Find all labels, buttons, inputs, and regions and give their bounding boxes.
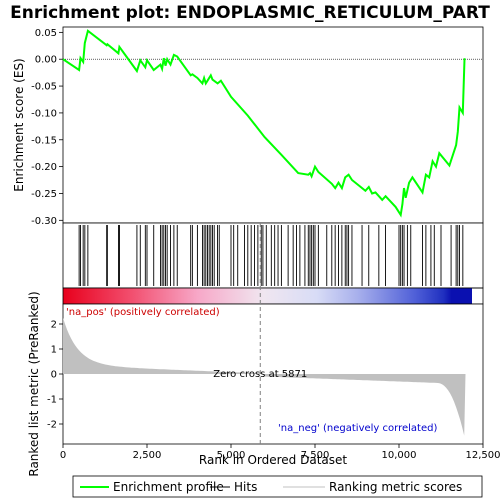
x-tick-label: 10,000	[382, 450, 417, 461]
hits-panel	[62, 222, 484, 289]
legend-label: Enrichment profile	[113, 480, 224, 494]
x-axis-label: Rank in Ordered Dataset	[199, 453, 347, 467]
y-tick-label-bottom: 1	[51, 345, 57, 356]
es-axis: 0.05 0.00 -0.05 -0.10 -0.15 -0.20 -0.25 -0.30	[31, 28, 483, 227]
x-tick-label: 7,500	[301, 450, 330, 461]
rank-colour-bar	[63, 288, 472, 304]
pos-label: 'na_pos' (positively correlated)	[66, 307, 220, 318]
x-axis: 0 2,500 5,000 7,500 10,000 12,500	[60, 444, 500, 461]
neg-label: 'na_neg' (negatively correlated)	[278, 423, 437, 434]
y-tick-label-top: -0.30	[31, 216, 57, 227]
chart-title: Enrichment plot: ENDOPLASMIC_RETICULUM_P…	[10, 3, 490, 23]
y-tick-label-top: -0.05	[31, 82, 57, 93]
y-tick-label-top: -0.10	[31, 108, 57, 119]
y-tick-label-top: 0.05	[35, 28, 57, 39]
y-tick-label-bottom: 0	[51, 370, 57, 381]
y-tick-label-bottom: -1	[47, 395, 57, 406]
x-tick-label: 2,500	[133, 450, 162, 461]
y-tick-label-top: -0.20	[31, 162, 57, 173]
x-tick-label: 12,500	[466, 450, 500, 461]
y-axis-label-bottom: Ranked list metric (PreRanked)	[27, 291, 41, 476]
y-tick-label-top: 0.00	[35, 55, 57, 66]
legend-label: Hits	[234, 480, 257, 494]
ranking-metric-area	[63, 317, 466, 436]
y-axis-label-top: Enrichment score (ES)	[12, 58, 26, 191]
y-tick-label-bottom: 2	[51, 320, 57, 331]
enrichment-profile-line	[62, 29, 466, 218]
hits-marks	[78, 225, 464, 286]
legend	[72, 475, 483, 498]
x-tick-label: 5,000	[217, 450, 246, 461]
legend-label: Ranking metric scores	[329, 480, 462, 494]
x-tick-label: 0	[60, 450, 66, 461]
legend-items: Enrichment profile Hits Ranking metric sco…	[80, 480, 462, 494]
metric-axis: 2 1 0 -1 -2	[47, 320, 63, 431]
y-tick-label-top: -0.25	[31, 189, 57, 200]
zero-cross-label: Zero cross at 5871	[213, 369, 307, 380]
y-tick-label-bottom: -2	[47, 420, 57, 431]
es-panel	[62, 26, 484, 224]
y-tick-label-top: -0.15	[31, 135, 57, 146]
